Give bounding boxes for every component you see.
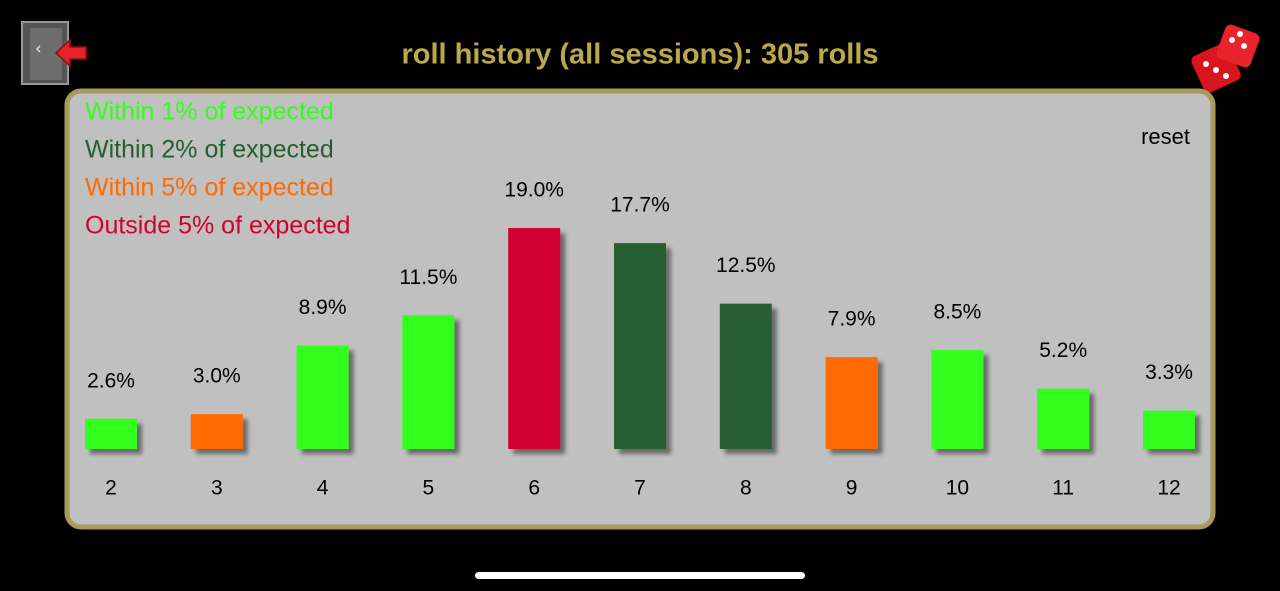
value-label: 11.5% <box>399 266 457 289</box>
x-tick-label: 12 <box>1157 477 1180 500</box>
x-tick-label: 7 <box>634 477 646 500</box>
bar <box>296 345 349 449</box>
dice-button[interactable] <box>1189 23 1261 95</box>
legend-entry: Within 2% of expected <box>85 136 334 164</box>
bar <box>1037 388 1090 449</box>
value-label: 7.9% <box>828 308 876 331</box>
value-label: 8.9% <box>299 296 347 319</box>
value-label: 19.0% <box>504 179 564 202</box>
plot: Within 1% of expected Within 2% of expect… <box>85 98 1195 500</box>
x-tick-label: 3 <box>211 477 223 500</box>
x-tick-label: 5 <box>423 477 435 500</box>
legend-entry: Within 1% of expected <box>85 98 334 126</box>
value-label: 3.3% <box>1145 361 1193 384</box>
x-tick-label: 4 <box>317 477 329 500</box>
bar <box>508 228 561 449</box>
legend-entry: Within 5% of expected <box>85 174 334 202</box>
x-tick-label: 11 <box>1052 477 1074 500</box>
x-tick-label: 2 <box>105 477 117 500</box>
value-label: 5.2% <box>1039 339 1087 362</box>
x-tick-label: 8 <box>740 477 752 500</box>
exit-button[interactable] <box>21 21 87 85</box>
bar <box>825 357 878 449</box>
bar <box>1143 410 1195 449</box>
x-tick-label: 10 <box>946 477 969 500</box>
value-label: 8.5% <box>933 301 981 324</box>
bar <box>402 315 455 449</box>
title: roll history (all sessions): 305 rolls <box>401 39 878 71</box>
bar <box>719 303 772 449</box>
x-tick-label: 6 <box>528 477 540 500</box>
value-label: 3.0% <box>193 365 241 388</box>
bar <box>190 414 243 449</box>
value-label: 12.5% <box>716 254 776 277</box>
bar <box>85 418 137 449</box>
value-label: 2.6% <box>87 369 135 392</box>
legend-entry: Outside 5% of expected <box>85 212 350 240</box>
bar <box>614 243 666 449</box>
x-tick-label: 9 <box>846 477 858 500</box>
value-label: 17.7% <box>610 194 670 217</box>
bar <box>931 350 984 449</box>
reset-button[interactable]: reset <box>1141 124 1190 149</box>
home-indicator <box>475 572 805 579</box>
